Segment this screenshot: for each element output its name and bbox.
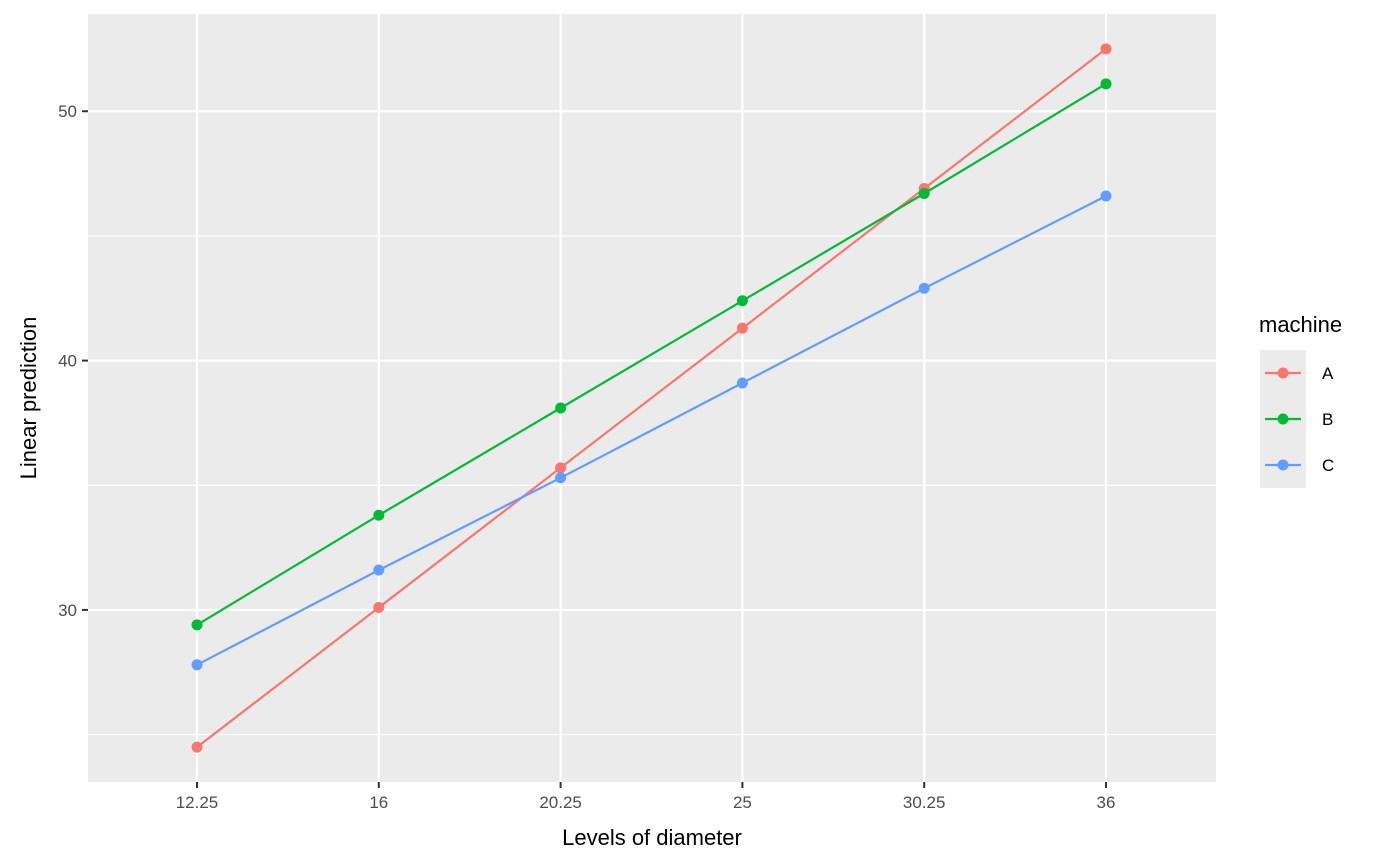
data-point (918, 188, 930, 200)
data-point (1100, 78, 1112, 90)
data-point (736, 377, 748, 389)
series-C (191, 190, 1112, 671)
data-point (555, 402, 567, 414)
data-point (736, 322, 748, 334)
major-gridlines (88, 14, 1216, 782)
data-point (191, 659, 203, 671)
data-point (191, 741, 203, 753)
series-line (196, 48, 1107, 748)
data-point (555, 462, 567, 474)
data-point (373, 601, 385, 613)
y-axis: 30 40 50 (58, 102, 88, 620)
x-tick-label: 25 (733, 793, 752, 812)
legend-label: B (1322, 410, 1333, 429)
x-axis-title: Levels of diameter (562, 825, 742, 850)
y-tick-label: 30 (58, 601, 77, 620)
x-axis: 12.25 16 20.25 25 30.25 36 (176, 782, 1116, 812)
x-tick-label: 16 (369, 793, 388, 812)
y-tick-label: 50 (58, 102, 77, 121)
x-tick-label: 12.25 (176, 793, 219, 812)
y-tick-label: 40 (58, 352, 77, 371)
legend-title: machine (1259, 312, 1342, 337)
data-point (1100, 190, 1112, 202)
series-line (196, 82, 1107, 626)
legend-label: A (1322, 364, 1334, 383)
legend-key-point (1277, 367, 1289, 379)
data-point (736, 295, 748, 307)
legend-label: C (1322, 456, 1334, 475)
legend-key-point (1277, 413, 1289, 425)
y-axis-title: Linear prediction (16, 317, 41, 480)
legend-item-A: A (1260, 350, 1334, 396)
series-line (196, 195, 1107, 666)
data-point (1100, 43, 1112, 55)
legend-key-point (1277, 459, 1289, 471)
x-tick-label: 36 (1097, 793, 1116, 812)
x-tick-label: 20.25 (539, 793, 582, 812)
data-point (373, 564, 385, 576)
series-B (191, 78, 1112, 631)
series-layer (191, 43, 1112, 753)
legend-item-B: B (1260, 396, 1333, 442)
data-point (191, 619, 203, 631)
data-point (555, 472, 567, 484)
legend: machine A B C (1259, 312, 1342, 488)
data-point (918, 282, 930, 294)
x-tick-label: 30.25 (903, 793, 946, 812)
legend-item-C: C (1260, 442, 1334, 488)
data-point (373, 509, 385, 521)
